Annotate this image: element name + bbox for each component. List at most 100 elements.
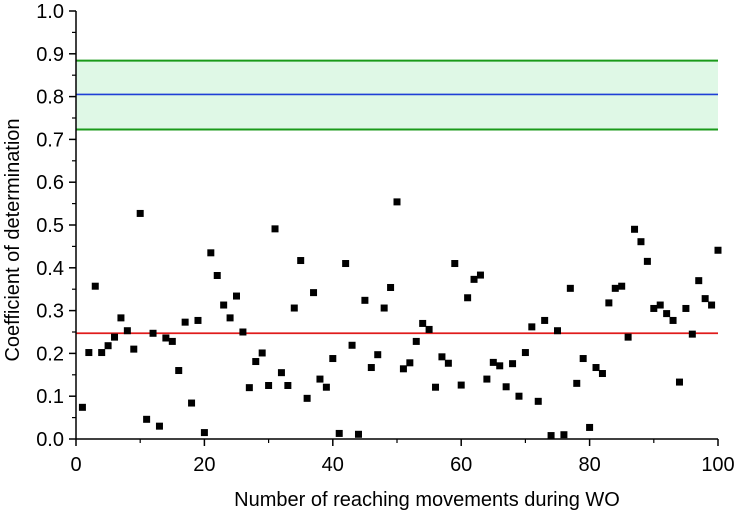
data-point [425, 325, 433, 333]
data-point [412, 337, 420, 345]
data-point [631, 225, 639, 233]
data-point [701, 295, 709, 303]
data-point [361, 296, 369, 304]
data-point [586, 423, 594, 431]
data-point [669, 316, 677, 324]
data-point [650, 304, 658, 312]
data-point [335, 429, 343, 437]
data-point [233, 292, 240, 300]
y-tick-label: 0.2 [36, 343, 64, 365]
data-point [399, 365, 407, 373]
y-tick-label: 0.7 [36, 129, 64, 151]
data-point [592, 364, 600, 372]
data-point [175, 367, 183, 375]
data-point [252, 358, 260, 366]
data-point [438, 353, 446, 361]
data-point [708, 301, 716, 309]
data-point [367, 364, 375, 372]
y-tick-label: 0.1 [36, 386, 64, 408]
x-tick-label: 80 [578, 454, 600, 476]
data-point [695, 277, 703, 285]
data-point [637, 238, 645, 246]
data-point [547, 432, 555, 440]
data-point [181, 318, 189, 326]
data-point [130, 345, 138, 353]
data-point [78, 403, 86, 411]
x-tick-label: 0 [70, 454, 81, 476]
data-point [117, 314, 125, 322]
data-point [136, 209, 144, 217]
data-point [528, 323, 536, 331]
y-tick-label: 0.6 [36, 172, 64, 194]
data-point [322, 383, 330, 391]
data-point [310, 289, 318, 297]
data-point [444, 359, 452, 367]
data-point [316, 375, 324, 383]
data-point [111, 333, 119, 341]
data-point [354, 430, 362, 438]
data-point [521, 349, 529, 357]
data-point [149, 329, 157, 337]
data-point [200, 429, 208, 437]
data-point [104, 342, 112, 350]
data-point [663, 310, 671, 318]
data-point [451, 260, 459, 268]
data-point [509, 360, 517, 368]
data-point [489, 358, 497, 366]
data-point [143, 415, 151, 423]
data-point [502, 383, 510, 391]
data-point [271, 225, 279, 233]
data-point [98, 349, 106, 357]
data-point [656, 301, 664, 309]
band-layer [76, 59, 718, 131]
data-point [277, 369, 285, 377]
y-tick-label: 1.0 [36, 1, 64, 23]
data-point [624, 333, 632, 341]
data-point [290, 304, 298, 312]
data-point [284, 382, 292, 389]
data-point [342, 260, 350, 268]
data-point [239, 328, 247, 336]
data-point [688, 330, 696, 338]
y-tick-label: 0.5 [36, 215, 64, 237]
data-point [598, 370, 606, 378]
data-point [483, 375, 491, 383]
data-point [675, 378, 683, 386]
x-tick-label: 60 [450, 454, 472, 476]
data-point [682, 304, 690, 312]
data-point [258, 349, 266, 357]
data-point [194, 316, 202, 324]
data-point [643, 257, 651, 265]
data-point [611, 284, 619, 292]
data-point [560, 431, 568, 439]
data-point [496, 362, 504, 370]
data-point [329, 355, 337, 363]
data-point [265, 382, 273, 389]
data-point [162, 334, 170, 342]
data-point [419, 319, 427, 327]
data-point [618, 282, 626, 290]
data-point [155, 422, 163, 430]
data-point [220, 301, 228, 309]
data-point [470, 275, 478, 283]
data-point [374, 351, 382, 359]
data-point [566, 284, 574, 292]
data-point [541, 316, 549, 324]
data-point [348, 341, 356, 349]
data-point [534, 397, 542, 405]
data-point [457, 381, 465, 389]
x-axis-title: Number of reaching movements during WO [234, 489, 620, 511]
data-point [168, 337, 176, 345]
y-tick-label: 0.8 [36, 87, 64, 109]
data-point [515, 392, 523, 400]
data-point [714, 246, 722, 254]
y-tick-label: 0.9 [36, 44, 64, 66]
data-point [91, 282, 99, 290]
data-point [226, 314, 234, 322]
data-point [303, 394, 311, 402]
data-point [406, 359, 414, 367]
data-point [432, 383, 440, 391]
data-point [380, 304, 388, 312]
